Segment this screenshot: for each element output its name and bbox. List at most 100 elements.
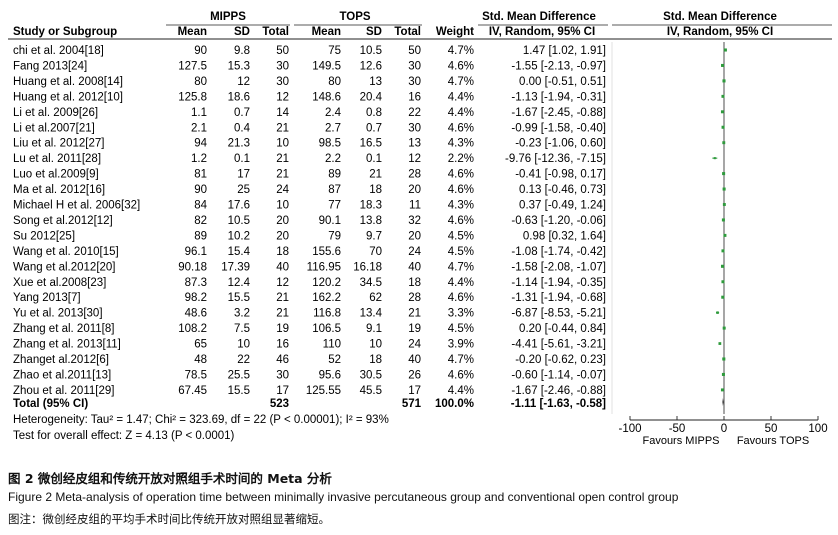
cell-total-mipps: 14 bbox=[276, 107, 289, 119]
col-study: Study or Subgroup bbox=[13, 26, 117, 38]
figure-title-cn: 图 2 微创经皮组和传统开放对照组手术时间的 Meta 分析 bbox=[8, 471, 332, 486]
cell-weight: 4.6% bbox=[448, 215, 474, 227]
cell-mean-tops: 116.95 bbox=[307, 261, 341, 273]
cell-sd-mipps: 3.2 bbox=[234, 308, 250, 320]
study-name: Ma et al. 2012[16] bbox=[13, 184, 105, 196]
cell-sd-tops: 18 bbox=[369, 354, 382, 366]
cell-mean-mipps: 89 bbox=[194, 230, 207, 242]
cell-smd-ci: -4.41 [-5.61, -3.21] bbox=[511, 339, 606, 351]
cell-sd-tops: 18 bbox=[369, 184, 382, 196]
table-row: Li et al.2007[21] 2.1 0.4 21 2.7 0.7 30 4.6% -0.… bbox=[13, 122, 606, 134]
cell-sd-tops: 70 bbox=[369, 246, 382, 258]
cell-sd-mipps: 0.4 bbox=[234, 122, 251, 134]
table-row: Liu et al. 2012[27] 94 21.3 10 98.5 16.5 13 4.3… bbox=[13, 138, 606, 150]
cell-mean-tops: 2.2 bbox=[325, 153, 341, 165]
table-row: chi et al. 2004[18] 90 9.8 50 75 10.5 50 4.7% 1.… bbox=[13, 45, 606, 57]
cell-weight: 4.7% bbox=[448, 76, 474, 88]
col-weight: Weight bbox=[436, 26, 474, 38]
x-tick-label: 50 bbox=[765, 423, 778, 435]
cell-smd-ci: 1.47 [1.02, 1.91] bbox=[523, 45, 606, 57]
cell-weight: 3.3% bbox=[448, 308, 474, 320]
cell-total-tops: 26 bbox=[408, 369, 421, 381]
study-marker bbox=[720, 264, 725, 268]
cell-total-tops: 21 bbox=[408, 308, 421, 320]
cell-mean-tops: 162.2 bbox=[312, 292, 341, 304]
cell-mean-mipps: 1.1 bbox=[191, 107, 207, 119]
table-row: Wang et al.2012[20] 90.18 17.39 40 116.95 16.… bbox=[13, 261, 606, 273]
cell-weight: 2.2% bbox=[448, 153, 474, 165]
cell-sd-tops: 20.4 bbox=[360, 91, 383, 103]
study-name: Fang 2013[24] bbox=[13, 60, 87, 72]
cell-sd-mipps: 0.1 bbox=[234, 153, 250, 165]
study-name: Li et al.2007[21] bbox=[13, 122, 95, 134]
cell-smd-ci: 0.13 [-0.46, 0.73] bbox=[519, 184, 606, 196]
col-method-plot: IV, Random, 95% CI bbox=[667, 26, 773, 38]
cell-sd-mipps: 10.2 bbox=[228, 230, 250, 242]
x-tick-label: 100 bbox=[808, 423, 827, 435]
study-marker bbox=[722, 141, 726, 145]
header-smd-text: Std. Mean Difference bbox=[482, 11, 596, 23]
col-mean2: Mean bbox=[312, 26, 341, 38]
cell-total-mipps: 21 bbox=[276, 122, 289, 134]
total-label: Total (95% CI) bbox=[13, 398, 88, 410]
cell-weight: 4.4% bbox=[448, 277, 474, 289]
cell-total-mipps: 24 bbox=[276, 184, 289, 196]
cell-total-mipps: 12 bbox=[276, 277, 289, 289]
study-marker bbox=[722, 79, 726, 83]
study-marker bbox=[722, 187, 726, 191]
cell-sd-tops: 21 bbox=[369, 169, 382, 181]
cell-sd-mipps: 15.3 bbox=[228, 60, 250, 72]
figure-note-cn: 图注：微创经皮组的平均手术时间比传统开放对照组显著缩短。 bbox=[8, 512, 330, 526]
cell-total-tops: 12 bbox=[408, 153, 421, 165]
study-name: Yang 2013[7] bbox=[13, 292, 81, 304]
table-row: Zhou et al. 2011[29] 67.45 15.5 17 125.55 45.… bbox=[13, 385, 606, 397]
cell-sd-mipps: 9.8 bbox=[234, 45, 250, 57]
cell-total-tops: 30 bbox=[408, 60, 421, 72]
cell-mean-mipps: 48.6 bbox=[185, 308, 207, 320]
header-group2: TOPS bbox=[339, 11, 370, 23]
cell-sd-tops: 16.18 bbox=[353, 261, 382, 273]
cell-sd-mipps: 25.5 bbox=[228, 369, 250, 381]
cell-mean-mipps: 94 bbox=[194, 138, 207, 150]
study-marker bbox=[713, 157, 716, 160]
table-row: Yang 2013[7] 98.2 15.5 21 162.2 62 28 4.6% -1.31… bbox=[13, 292, 606, 304]
cell-smd-ci: -0.99 [-1.58, -0.40] bbox=[511, 122, 606, 134]
study-name: Zhao et al.2011[13] bbox=[13, 369, 111, 381]
cell-sd-mipps: 18.6 bbox=[228, 91, 250, 103]
cell-weight: 4.5% bbox=[448, 246, 474, 258]
cell-mean-mipps: 48 bbox=[194, 354, 207, 366]
cell-mean-mipps: 67.45 bbox=[178, 385, 207, 397]
study-marker bbox=[721, 372, 725, 376]
cell-sd-mipps: 22 bbox=[237, 354, 250, 366]
cell-smd-ci: -1.14 [-1.94, -0.35] bbox=[511, 277, 606, 289]
cell-total-tops: 20 bbox=[408, 184, 421, 196]
cell-sd-mipps: 15.4 bbox=[228, 246, 251, 258]
cell-total-mipps: 21 bbox=[276, 153, 289, 165]
study-name: Zhanget al.2012[6] bbox=[13, 354, 109, 366]
cell-total-tops: 19 bbox=[408, 323, 421, 335]
table-row: Fang 2013[24] 127.5 15.3 30 149.5 12.6 30 4.6% -… bbox=[13, 60, 606, 72]
table-row: Zhang et al. 2011[8] 108.2 7.5 19 106.5 9.1 19… bbox=[13, 323, 606, 335]
cell-weight: 4.6% bbox=[448, 369, 474, 381]
cell-smd-ci: -0.60 [-1.14, -0.07] bbox=[511, 369, 606, 381]
x-tick-label: -50 bbox=[669, 423, 686, 435]
cell-mean-mipps: 96.1 bbox=[185, 246, 207, 258]
forest-plot: MIPPS TOPS Std. Mean Difference Std. Mea… bbox=[8, 11, 832, 447]
cell-sd-mipps: 17.6 bbox=[228, 200, 250, 212]
cell-total-mipps: 30 bbox=[276, 76, 289, 88]
study-marker bbox=[723, 233, 727, 237]
study-name: Huang et al. 2012[10] bbox=[13, 91, 123, 103]
cell-weight: 4.7% bbox=[448, 354, 474, 366]
cell-sd-mipps: 21.3 bbox=[228, 138, 250, 150]
study-name: Wang et al.2012[20] bbox=[13, 261, 116, 273]
cell-mean-mipps: 80 bbox=[194, 76, 207, 88]
cell-smd-ci: 0.00 [-0.51, 0.51] bbox=[519, 76, 606, 88]
cell-total-tops: 24 bbox=[408, 246, 421, 258]
cell-sd-tops: 13 bbox=[369, 76, 382, 88]
cell-mean-mipps: 90 bbox=[194, 45, 207, 57]
cell-weight: 4.3% bbox=[448, 200, 474, 212]
cell-total-mipps: 10 bbox=[276, 200, 289, 212]
study-name: Yu et al. 2013[30] bbox=[13, 308, 103, 320]
study-marker bbox=[718, 342, 722, 345]
cell-total-tops: 17 bbox=[408, 385, 421, 397]
